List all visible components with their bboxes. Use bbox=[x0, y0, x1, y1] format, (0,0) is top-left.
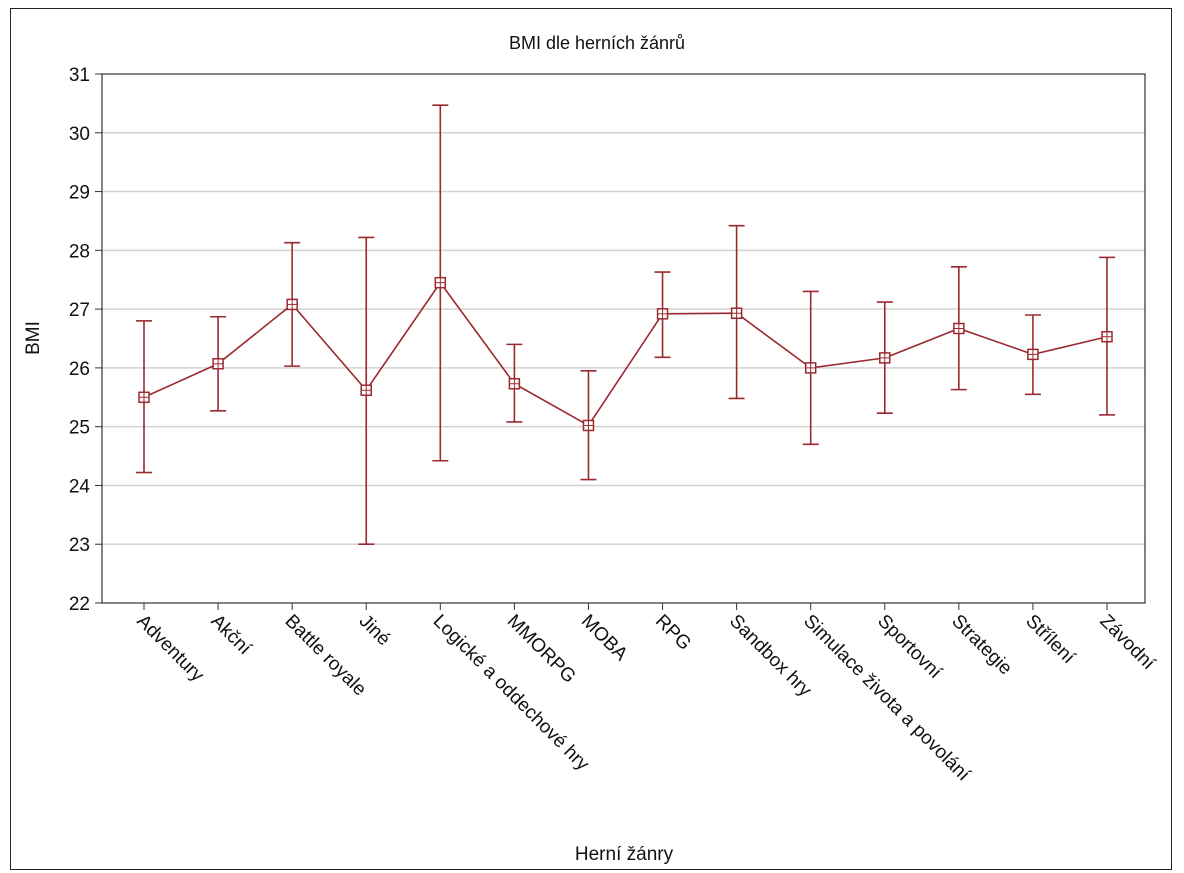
data-point bbox=[138, 391, 150, 404]
y-tick-label: 22 bbox=[69, 594, 90, 615]
data-point bbox=[1027, 348, 1039, 361]
data-point bbox=[953, 322, 965, 335]
chart-frame bbox=[10, 8, 1172, 870]
x-tick-label: Adventury bbox=[132, 611, 208, 687]
x-tick-label: Sportovní bbox=[873, 611, 946, 684]
mean-line bbox=[143, 281, 1108, 427]
y-tick-label: 29 bbox=[69, 183, 90, 204]
x-tick-label: Závodní bbox=[1095, 611, 1159, 675]
chart-title: BMI dle herních žánrů bbox=[509, 33, 685, 53]
data-point bbox=[656, 308, 669, 320]
x-tick-label: Logické a oddechové hry bbox=[429, 611, 594, 776]
data-point bbox=[730, 307, 743, 319]
y-tick-label: 27 bbox=[69, 300, 90, 321]
y-tick-label: 28 bbox=[69, 241, 90, 262]
y-tick-label: 23 bbox=[69, 535, 90, 556]
data-point bbox=[582, 419, 595, 432]
x-tick-label: Strategie bbox=[947, 611, 1016, 680]
y-tick-label: 31 bbox=[69, 65, 90, 86]
x-tick-label: Jiné bbox=[355, 611, 394, 650]
x-axis-label: Herní žánry bbox=[575, 844, 674, 865]
y-tick-label: 26 bbox=[69, 359, 90, 380]
data-layer bbox=[136, 104, 1115, 546]
data-point bbox=[360, 384, 372, 396]
data-point bbox=[212, 358, 224, 370]
x-tick-label: Akční bbox=[207, 611, 256, 660]
data-point bbox=[804, 362, 817, 374]
plot-area bbox=[101, 73, 1146, 604]
data-point bbox=[508, 378, 521, 390]
x-tick-label: MMORPG bbox=[503, 611, 580, 688]
y-tick-label: 30 bbox=[69, 124, 90, 145]
x-tick-label: MOBA bbox=[577, 611, 632, 666]
data-point bbox=[434, 276, 447, 289]
y-tick-label: 24 bbox=[69, 476, 91, 497]
data-point bbox=[879, 352, 891, 364]
x-tick-label: Střílení bbox=[1021, 611, 1079, 669]
y-tick-label: 25 bbox=[69, 418, 90, 439]
x-tick-label: RPG bbox=[651, 611, 695, 655]
data-point bbox=[1101, 330, 1113, 343]
y-axis-label: BMI bbox=[23, 321, 44, 355]
grid-layer bbox=[102, 132, 1145, 545]
data-point bbox=[286, 298, 298, 311]
